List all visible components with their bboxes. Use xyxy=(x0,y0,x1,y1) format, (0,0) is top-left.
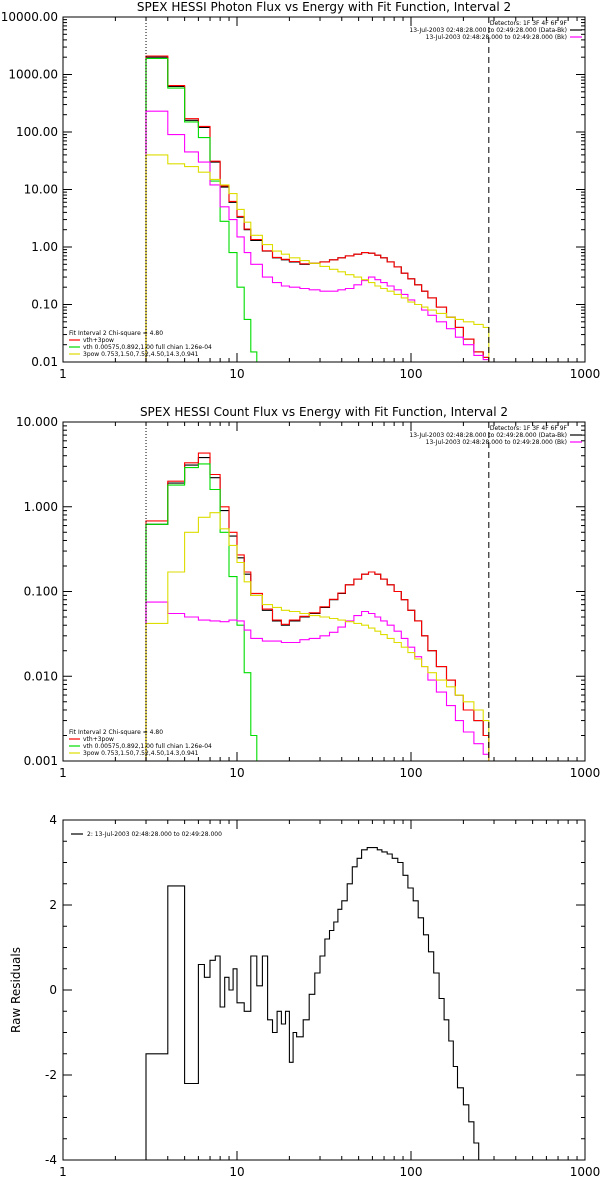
y-axis-label: Raw Residuals xyxy=(9,947,23,1033)
legend-entry: 13-Jul-2003 02:48:28.000 to 02:49:28.000… xyxy=(426,439,567,446)
legend-entry: 3pow 0.753,1.50,7.52,4.50,14.3,0.941 xyxy=(83,750,199,757)
chart-title: SPEX HESSI Photon Flux vs Energy with Fi… xyxy=(137,0,511,14)
y-tick-label: 1.000 xyxy=(24,500,58,514)
y-tick-label: 100.00 xyxy=(16,125,58,139)
x-tick-label: 1 xyxy=(59,1165,67,1179)
x-tick-label: 1000 xyxy=(570,1165,600,1179)
y-tick-label: 0.01 xyxy=(31,355,58,369)
x-tick-label: 10 xyxy=(229,1165,244,1179)
legend-entry: Fit Interval 2 Chi-square = 4.80 xyxy=(69,330,163,337)
y-tick-label: -2 xyxy=(45,1068,57,1082)
legend-entry: 13-Jul-2003 02:48:28.000 to 02:49:28.000… xyxy=(426,34,567,41)
y-tick-label: -4 xyxy=(45,1153,57,1167)
legend-entry: vth+3pow xyxy=(83,337,114,344)
y-tick-label: 0.001 xyxy=(24,754,58,768)
plot-frame xyxy=(62,819,586,1161)
series-0-line xyxy=(145,457,490,761)
y-tick-label: 0 xyxy=(49,983,57,997)
y-tick-label: 1.00 xyxy=(31,240,58,254)
series-1-line xyxy=(145,55,490,362)
x-tick-label: 100 xyxy=(400,766,423,780)
legend-entry: Fit Interval 2 Chi-square = 4.80 xyxy=(69,729,163,736)
chart-title: SPEX HESSI Count Flux vs Energy with Fit… xyxy=(140,405,508,419)
legend-entry: vth 0.00575,0.892,1.00 full chian 1.26e-… xyxy=(83,743,212,750)
series-1-line xyxy=(145,452,490,761)
series-2-line xyxy=(145,463,258,761)
legend-entry: Detectors: 1F 3F 4F 6F 9F xyxy=(490,425,568,432)
series-4-line xyxy=(145,512,490,761)
series-0-line xyxy=(145,847,489,1161)
plot-frame xyxy=(62,16,586,363)
series-2-line xyxy=(145,57,258,362)
x-tick-label: 1 xyxy=(59,367,67,381)
y-tick-label: 10.00 xyxy=(24,183,58,197)
x-tick-label: 100 xyxy=(400,1165,423,1179)
legend-entry: Detectors: 1F 3F 4F 6F 9F xyxy=(490,20,568,27)
x-tick-label: 100 xyxy=(400,367,423,381)
legend-entry: vth 0.00575,0.892,1.00 full chian 1.26e-… xyxy=(83,344,212,351)
legend-entry: vth+3pow xyxy=(83,736,114,743)
series-3-line xyxy=(145,110,490,362)
y-tick-label: 0.010 xyxy=(24,669,58,683)
x-tick-label: 1 xyxy=(59,766,67,780)
x-tick-label: 10 xyxy=(229,766,244,780)
series-3-line xyxy=(145,601,490,761)
y-tick-label: 2 xyxy=(49,898,57,912)
x-tick-label: 1000 xyxy=(570,766,600,780)
y-tick-label: 0.10 xyxy=(31,298,58,312)
y-tick-label: 4 xyxy=(49,813,57,827)
legend-entry: 3pow 0.753,1.50,7.52,4.50,14.3,0.941 xyxy=(83,351,199,358)
y-tick-label: 10.000 xyxy=(16,415,58,429)
legend-entry: 2: 13-Jul-2003 02:48:28.000 to 02:49:28.… xyxy=(87,831,222,838)
x-tick-label: 10 xyxy=(229,367,244,381)
plot-frame xyxy=(62,421,586,762)
series-4-line xyxy=(145,154,490,362)
legend-entry: 13-Jul-2003 02:48:28.000 to 02:49:28.000… xyxy=(409,432,567,439)
y-tick-label: 0.100 xyxy=(24,585,58,599)
x-tick-label: 1000 xyxy=(570,367,600,381)
series-0-line xyxy=(145,56,490,362)
legend-entry: 13-Jul-2003 02:48:28.000 to 02:49:28.000… xyxy=(409,27,567,34)
y-tick-label: 10000.00 xyxy=(1,10,58,24)
y-tick-label: 1000.00 xyxy=(8,68,58,82)
